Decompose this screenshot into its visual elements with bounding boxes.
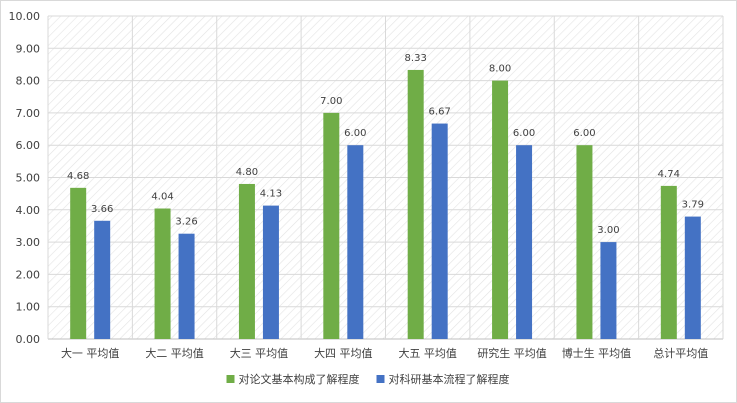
data-label: 6.67 (429, 107, 451, 118)
y-axis: 0.00 1.00 2.00 3.00 4.00 5.00 6.00 7.00 8.00 9.00… (9, 10, 41, 346)
data-label: 4.04 (151, 192, 173, 203)
bar (576, 145, 593, 339)
data-label: 3.66 (91, 204, 113, 215)
x-axis: 大一 平均值 大二 平均值 大三 平均值 大四 平均值 大五 平均值 研究生 平均值 博士生… (61, 346, 708, 360)
data-label: 3.79 (682, 200, 704, 211)
data-label: 6.00 (573, 128, 595, 139)
y-tick-label: 6.00 (16, 139, 41, 152)
x-tick-label: 总计平均值 (653, 346, 708, 360)
data-label: 4.80 (236, 167, 258, 178)
data-label: 6.00 (513, 128, 535, 139)
data-label: 4.13 (260, 189, 282, 200)
bar (154, 208, 171, 339)
bar (684, 216, 701, 339)
x-tick-label: 大一 平均值 (61, 346, 120, 360)
y-tick-label: 3.00 (16, 236, 41, 249)
data-label: 7.00 (320, 96, 342, 107)
data-label: 8.00 (489, 64, 511, 75)
x-tick-label: 大二 平均值 (145, 346, 204, 360)
x-tick-label: 大五 平均值 (398, 346, 457, 360)
y-tick-label: 4.00 (16, 204, 41, 217)
legend: 对论文基本构成了解程度 对科研基本流程了解程度 (226, 372, 510, 386)
legend-swatch (226, 375, 235, 383)
x-tick-label: 研究生 平均值 (477, 346, 547, 360)
data-label: 4.74 (658, 169, 680, 180)
bar (492, 80, 509, 339)
y-tick-label: 8.00 (16, 75, 41, 88)
bars: 4.68 3.66 4.04 3.26 4.804.13 7.00 6.00 8.33 6.67… (67, 53, 704, 340)
y-tick-label: 2.00 (16, 268, 41, 281)
bar (238, 183, 255, 339)
bar (516, 145, 533, 339)
bar (347, 145, 364, 339)
y-tick-label: 7.00 (16, 107, 41, 120)
legend-swatch (376, 375, 385, 383)
x-tick-label: 大四 平均值 (314, 346, 373, 360)
data-label: 6.00 (344, 128, 366, 139)
bar (323, 112, 340, 340)
data-label: 3.00 (597, 225, 619, 236)
y-tick-label: 10.00 (9, 10, 41, 23)
x-tick-label: 博士生 平均值 (562, 346, 632, 360)
bar (431, 123, 448, 340)
data-label: 3.26 (175, 217, 197, 228)
data-label: 4.68 (67, 171, 89, 182)
data-label: 8.33 (405, 53, 427, 64)
bar (407, 69, 424, 339)
legend-label: 对科研基本流程了解程度 (389, 372, 510, 386)
bar (600, 242, 617, 339)
legend-label: 对论文基本构成了解程度 (239, 372, 360, 386)
bar (660, 185, 677, 339)
y-tick-label: 1.00 (16, 301, 41, 314)
bar (70, 187, 87, 339)
bar (94, 220, 111, 339)
y-tick-label: 9.00 (16, 42, 41, 55)
bar (262, 205, 279, 339)
bar (178, 233, 195, 339)
x-tick-label: 大三 平均值 (230, 346, 289, 360)
y-tick-label: 5.00 (16, 172, 41, 185)
y-tick-label: 0.00 (16, 333, 41, 346)
